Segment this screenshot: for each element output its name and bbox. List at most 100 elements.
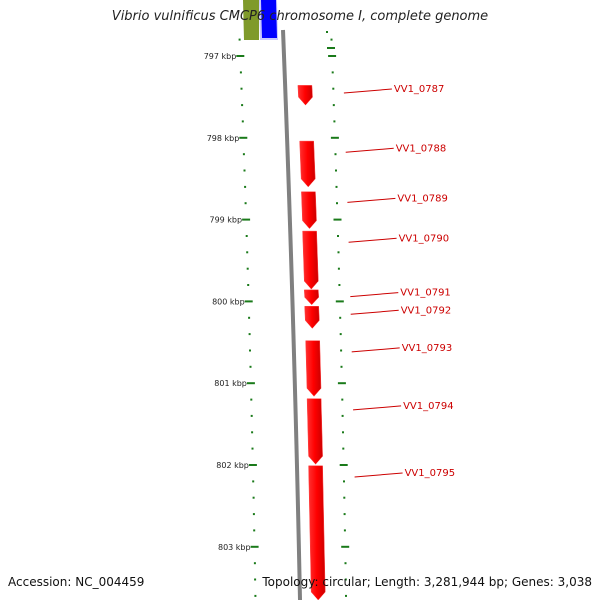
gene-leader-line <box>350 292 399 298</box>
minor-tick <box>246 267 249 270</box>
minor-tick <box>247 284 250 286</box>
minor-tick <box>345 594 347 597</box>
backbone-line <box>281 29 302 601</box>
minor-tick <box>343 529 346 532</box>
gene-label[interactable]: VV1_0792 <box>401 305 452 316</box>
major-tick <box>250 545 259 548</box>
minor-tick <box>242 153 245 156</box>
minor-tick <box>339 316 342 319</box>
major-tick <box>239 136 248 139</box>
minor-tick <box>244 202 247 205</box>
major-tick <box>339 464 348 466</box>
major-tick <box>327 47 335 49</box>
gene-arrow[interactable] <box>306 398 323 465</box>
minor-tick <box>254 578 257 581</box>
minor-tick <box>343 480 345 483</box>
minor-tick <box>248 316 251 319</box>
minor-tick <box>253 529 256 532</box>
gene-label[interactable]: VV1_0794 <box>403 401 454 412</box>
minor-tick <box>338 284 341 286</box>
minor-tick <box>332 87 335 90</box>
minor-tick <box>244 185 247 188</box>
gene-leader-line <box>351 347 400 353</box>
tick-label: 800 kbp <box>212 297 245 306</box>
gene-arrow[interactable] <box>301 191 317 229</box>
gene-arrow[interactable] <box>304 289 319 306</box>
gene-leader-line <box>350 309 399 315</box>
major-tick <box>236 55 245 57</box>
minor-tick <box>245 235 248 237</box>
tick-label: 798 kbp <box>207 134 240 143</box>
minor-tick <box>331 71 334 74</box>
gene-label[interactable]: VV1_0793 <box>402 343 453 354</box>
gene-arrow[interactable] <box>308 465 326 601</box>
minor-tick <box>326 31 328 33</box>
gene-leader-line <box>354 472 403 478</box>
minor-tick <box>335 185 338 188</box>
right-tick-track <box>326 31 350 597</box>
minor-tick <box>251 431 254 434</box>
minor-tick <box>344 562 347 565</box>
minor-tick <box>337 251 340 254</box>
gene-label[interactable]: VV1_0789 <box>397 193 448 204</box>
minor-tick <box>239 71 242 74</box>
gene-label[interactable]: VV1_0795 <box>405 468 456 479</box>
major-tick <box>328 55 337 57</box>
minor-tick <box>251 447 254 450</box>
minor-tick <box>341 414 344 417</box>
minor-tick <box>241 120 244 123</box>
major-tick <box>335 300 344 303</box>
minor-tick <box>330 38 333 41</box>
minor-tick <box>335 169 337 172</box>
tick-label: 799 kbp <box>209 216 242 225</box>
gene-arrow[interactable] <box>299 140 316 188</box>
gene-arrow[interactable] <box>305 340 322 397</box>
minor-tick <box>340 349 343 352</box>
gene-labels: VV1_0787 VV1_0788 VV1_0789 VV1_0790 VV1_0791… <box>343 84 456 479</box>
minor-tick <box>343 496 346 499</box>
tick-label: 801 kbp <box>214 379 247 388</box>
minor-tick <box>241 104 244 107</box>
minor-tick <box>252 480 255 483</box>
left-tick-track: 797 kbp 798 kbp 799 kbp 800 kbp 801 kbp 802 k… <box>204 38 259 597</box>
minor-tick <box>238 38 241 41</box>
minor-tick <box>243 169 246 172</box>
minor-tick <box>240 87 243 90</box>
major-tick <box>246 382 255 385</box>
gene-arrow[interactable] <box>304 306 320 329</box>
minor-tick <box>342 431 344 434</box>
minor-tick <box>250 414 253 417</box>
gene-leader-line <box>343 88 392 94</box>
gene-label[interactable]: VV1_0787 <box>394 84 445 95</box>
genome-summary: Topology: circular; Length: 3,281,944 bp… <box>262 575 592 589</box>
backbone-track <box>281 29 302 601</box>
major-tick <box>242 218 251 221</box>
major-tick <box>248 464 257 466</box>
gene-leader-line <box>353 405 402 411</box>
minor-tick <box>246 251 249 254</box>
gene-label[interactable]: VV1_0791 <box>400 288 451 299</box>
major-tick <box>341 545 350 548</box>
minor-tick <box>337 267 340 270</box>
minor-tick <box>248 333 251 336</box>
tick-label: 802 kbp <box>216 461 249 470</box>
minor-tick <box>252 513 255 516</box>
minor-tick <box>249 365 252 368</box>
feature-olive <box>243 0 259 40</box>
gene-track <box>297 85 326 601</box>
gene-label[interactable]: VV1_0788 <box>396 143 447 154</box>
gene-label[interactable]: VV1_0790 <box>399 233 450 244</box>
gene-arrow[interactable] <box>302 230 319 290</box>
minor-tick <box>336 202 338 205</box>
accession-text: Accession: NC_004459 <box>8 575 145 589</box>
minor-tick <box>333 120 336 123</box>
tick-label: 803 kbp <box>218 543 251 552</box>
minor-tick <box>253 562 256 565</box>
minor-tick <box>249 349 251 352</box>
minor-tick <box>339 333 342 336</box>
gene-arrow[interactable] <box>297 85 313 106</box>
major-tick <box>330 136 339 139</box>
major-tick <box>333 218 342 221</box>
